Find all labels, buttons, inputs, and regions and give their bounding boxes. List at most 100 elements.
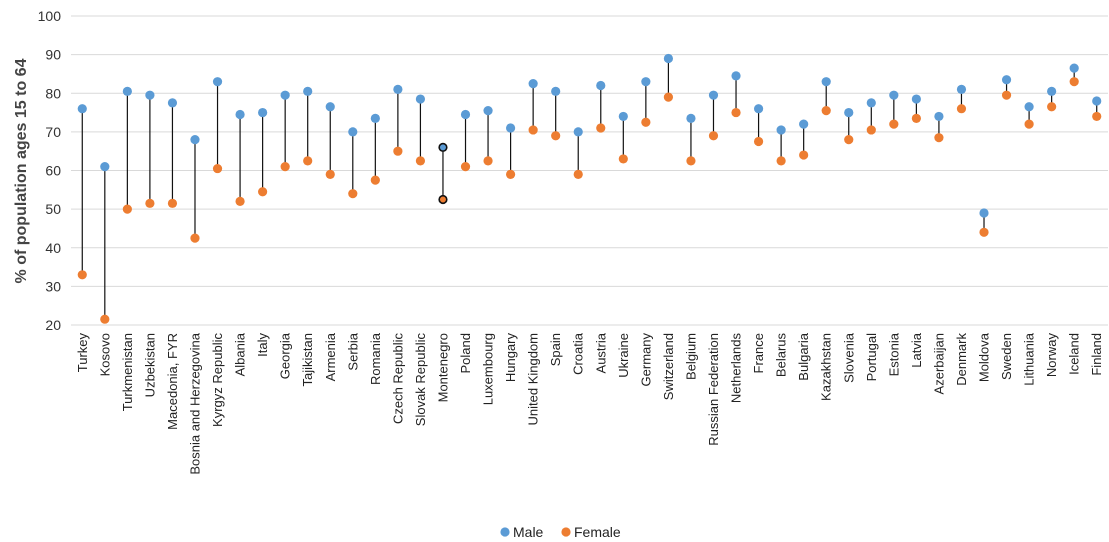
male-point-france xyxy=(753,104,764,114)
male-point-azerbaijan xyxy=(934,111,944,122)
category-label-albania: Albania xyxy=(233,332,248,376)
male-point-finland xyxy=(1092,96,1102,106)
female-point-kyrgyz-republic xyxy=(212,163,223,174)
category-label-turkmenistan: Turkmenistan xyxy=(120,333,135,411)
female-point-estonia xyxy=(889,119,899,129)
male-point-luxembourg xyxy=(483,106,493,116)
female-point-montenegro xyxy=(438,194,448,205)
category-label-serbia: Serbia xyxy=(345,332,360,370)
male-point-tajikistan xyxy=(303,86,313,96)
male-point-turkey xyxy=(77,104,87,114)
category-label-lithuania: Lithuania xyxy=(1022,332,1037,386)
y-tick-50: 50 xyxy=(45,201,61,217)
female-point-iceland xyxy=(1069,77,1079,87)
female-point-belarus xyxy=(776,156,786,166)
category-label-kosovo: Kosovo xyxy=(97,333,112,376)
female-point-croatia xyxy=(573,169,583,179)
category-label-belarus: Belarus xyxy=(774,333,789,378)
female-point-united-kingdom xyxy=(528,125,538,135)
female-point-armenia xyxy=(325,169,335,179)
male-point-croatia xyxy=(573,127,583,137)
male-point-denmark xyxy=(956,84,967,94)
male-point-lithuania xyxy=(1024,102,1034,112)
category-label-slovenia: Slovenia xyxy=(841,332,856,383)
category-label-czech-republic: Czech Republic xyxy=(390,333,405,425)
category-label-denmark: Denmark xyxy=(954,333,969,386)
female-point-slovak-republic xyxy=(415,156,426,166)
legend-label-male: Male xyxy=(513,524,544,540)
male-point-bosnia-and-herzegovina xyxy=(190,135,200,145)
female-point-bulgaria xyxy=(799,150,809,160)
female-point-spain xyxy=(551,131,561,141)
female-point-serbia xyxy=(348,189,358,199)
legend-marker-male xyxy=(500,527,510,537)
category-label-norway: Norway xyxy=(1044,333,1059,378)
category-label-switzerland: Switzerland xyxy=(661,333,676,400)
male-point-austria xyxy=(596,80,606,91)
male-point-montenegro xyxy=(438,142,448,152)
y-tick-40: 40 xyxy=(45,240,61,256)
category-label-spain: Spain xyxy=(548,333,563,366)
category-label-romania: Romania xyxy=(368,332,383,385)
category-label-latvia: Latvia xyxy=(909,332,924,367)
female-point-germany xyxy=(641,117,651,127)
category-label-france: France xyxy=(751,333,766,373)
male-point-albania xyxy=(235,109,245,120)
female-point-russian-federation xyxy=(708,131,719,141)
female-point-hungary xyxy=(505,169,516,179)
y-tick-100: 100 xyxy=(38,8,62,24)
y-tick-20: 20 xyxy=(45,317,61,333)
legend-marker-female xyxy=(561,527,571,537)
y-tick-90: 90 xyxy=(45,47,61,63)
female-point-georgia xyxy=(280,162,290,172)
male-point-latvia xyxy=(911,94,921,104)
male-point-kazakhstan xyxy=(821,77,831,87)
category-label-poland: Poland xyxy=(458,333,473,373)
male-point-moldova xyxy=(979,208,989,218)
female-point-sweden xyxy=(1001,90,1012,100)
male-point-germany xyxy=(641,77,651,87)
male-point-turkmenistan xyxy=(122,86,132,96)
category-label-slovak-republic: Slovak Republic xyxy=(413,333,428,427)
female-point-poland xyxy=(460,162,471,172)
y-tick-60: 60 xyxy=(45,163,61,179)
category-label-tajikistan: Tajikistan xyxy=(300,333,315,386)
male-point-russian-federation xyxy=(708,90,719,100)
male-point-kosovo xyxy=(100,162,110,172)
x-axis-categories: Turkey Kosovo Turkmenistan Uzbekistan Macedo… xyxy=(75,332,1104,474)
female-point-portugal xyxy=(866,125,876,135)
category-label-luxembourg: Luxembourg xyxy=(481,333,496,405)
female-point-turkey xyxy=(77,270,87,280)
category-label-georgia: Georgia xyxy=(278,332,293,379)
female-point-albania xyxy=(235,196,245,206)
male-point-belgium xyxy=(686,113,696,123)
female-point-azerbaijan xyxy=(934,133,944,143)
category-label-iceland: Iceland xyxy=(1067,333,1082,375)
male-point-armenia xyxy=(325,102,335,112)
female-point-netherlands xyxy=(731,107,741,118)
female-point-bosnia-and-herzegovina xyxy=(190,233,200,243)
category-label-russian-federation: Russian Federation xyxy=(706,333,721,446)
category-label-turkey: Turkey xyxy=(75,333,90,373)
male-point-iceland xyxy=(1069,63,1079,73)
female-point-kosovo xyxy=(100,314,110,324)
female-point-france xyxy=(753,136,764,147)
category-label-sweden: Sweden xyxy=(999,333,1014,380)
male-point-serbia xyxy=(348,127,358,137)
category-label-kazakhstan: Kazakhstan xyxy=(819,333,834,401)
female-point-slovenia xyxy=(844,135,854,145)
male-point-spain xyxy=(551,86,561,96)
category-label-ukraine: Ukraine xyxy=(616,333,631,378)
female-point-norway xyxy=(1047,102,1057,112)
y-tick-80: 80 xyxy=(45,85,61,101)
legend: Male Female xyxy=(500,524,621,540)
category-label-armenia: Armenia xyxy=(323,332,338,381)
y-tick-30: 30 xyxy=(45,278,61,294)
category-label-croatia: Croatia xyxy=(571,332,586,375)
category-label-hungary: Hungary xyxy=(503,333,518,383)
male-point-norway xyxy=(1047,86,1057,96)
category-label-finland: Finland xyxy=(1089,333,1104,376)
category-label-kyrgyz-republic: Kyrgyz Republic xyxy=(210,333,225,427)
male-point-belarus xyxy=(776,125,786,135)
male-point-ukraine xyxy=(618,111,628,122)
